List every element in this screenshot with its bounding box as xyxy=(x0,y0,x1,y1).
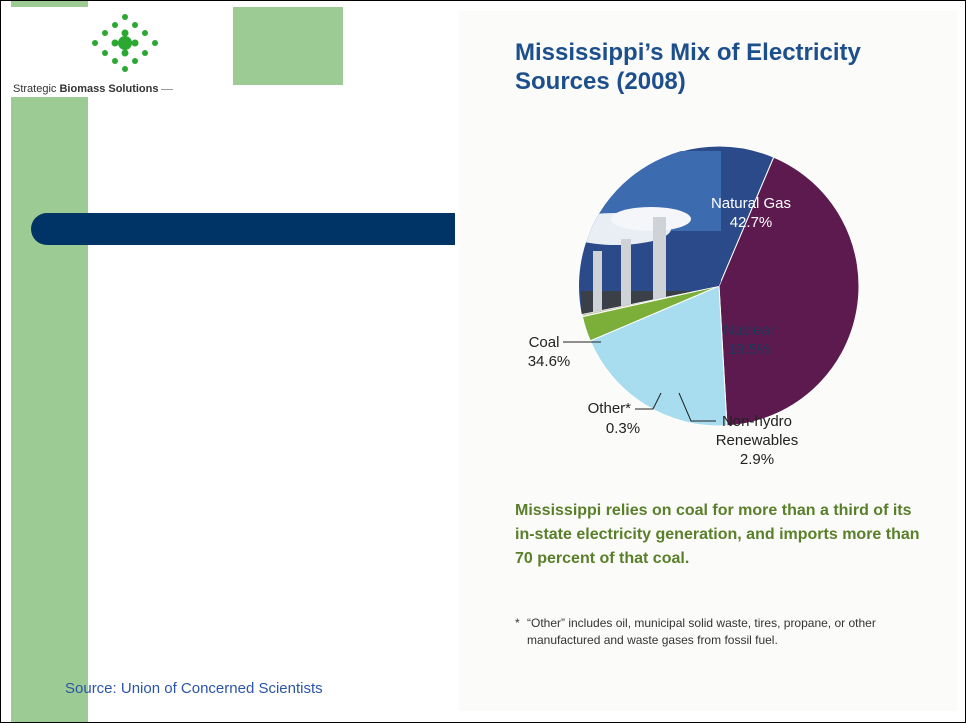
logo-dot xyxy=(112,58,118,64)
renewables-leader-line xyxy=(678,392,716,422)
other-leader-line xyxy=(635,392,662,410)
green-side-strip xyxy=(11,1,88,722)
green-corner-square xyxy=(225,7,343,85)
logo-dot xyxy=(102,30,108,36)
footnote-marker: * xyxy=(515,616,520,630)
company-logo: Strategic Biomass Solutions xyxy=(11,7,233,97)
pie-slice-natural-gas xyxy=(718,156,860,427)
logo-dot xyxy=(132,22,138,28)
pie-slice-nuclear xyxy=(589,285,728,427)
label-nuclear-name: Nuclear xyxy=(723,322,775,339)
label-natural-gas-value: 42.7% xyxy=(730,214,773,231)
footnote-text: “Other” includes oil, municipal solid wa… xyxy=(527,616,876,647)
logo-dot xyxy=(132,58,138,64)
logo-dot xyxy=(131,39,139,47)
logo-dot xyxy=(121,29,129,37)
logo-dot xyxy=(118,36,132,50)
chart-footnote: * “Other” includes oil, municipal solid … xyxy=(515,615,935,649)
label-coal-name: Coal xyxy=(529,334,560,351)
pie-chart: Natural Gas 42.7% Nuclear 19.5% Coal 34.6% Oth… xyxy=(528,145,860,468)
label-nuclear-value: 19.5% xyxy=(728,341,771,358)
chart-title: Mississippi’s Mix of Electricity Sources… xyxy=(515,38,861,96)
chart-title-line-2: Sources (2008) xyxy=(515,68,686,95)
source-credit: Source: Union of Concerned Scientists xyxy=(65,680,323,697)
logo-dot xyxy=(122,14,128,20)
logo-text-bold: Biomass Solutions xyxy=(59,83,159,95)
logo-text: Strategic Biomass Solutions xyxy=(13,83,173,95)
logo-dot xyxy=(92,40,98,46)
logo-dot xyxy=(142,50,148,56)
label-coal-value: 34.6% xyxy=(528,353,571,370)
diamond-dot-cluster-icon xyxy=(92,14,158,72)
label-renewables-value: 2.9% xyxy=(740,451,774,468)
logo-text-normal: Strategic xyxy=(13,83,60,95)
label-other-name: Other* xyxy=(588,400,632,417)
logo-underline xyxy=(160,88,173,90)
logo-dot xyxy=(102,50,108,56)
chart-title-line-1: Mississippi’s Mix of Electricity xyxy=(515,39,861,66)
logo-dot xyxy=(111,39,119,47)
label-other-value: 0.3% xyxy=(606,420,640,437)
logo-dot xyxy=(152,40,158,46)
logo-dot xyxy=(112,22,118,28)
logo-dot xyxy=(121,49,129,57)
label-natural-gas-name: Natural Gas xyxy=(711,195,791,212)
logo-dot xyxy=(122,66,128,72)
chart-caption: Mississippi relies on coal for more than… xyxy=(515,502,920,567)
label-renewables-name-1: Non-hydro xyxy=(722,413,792,430)
logo-dot xyxy=(142,30,148,36)
blue-title-bar xyxy=(31,213,455,245)
label-renewables-name-2: Renewables xyxy=(716,432,799,449)
